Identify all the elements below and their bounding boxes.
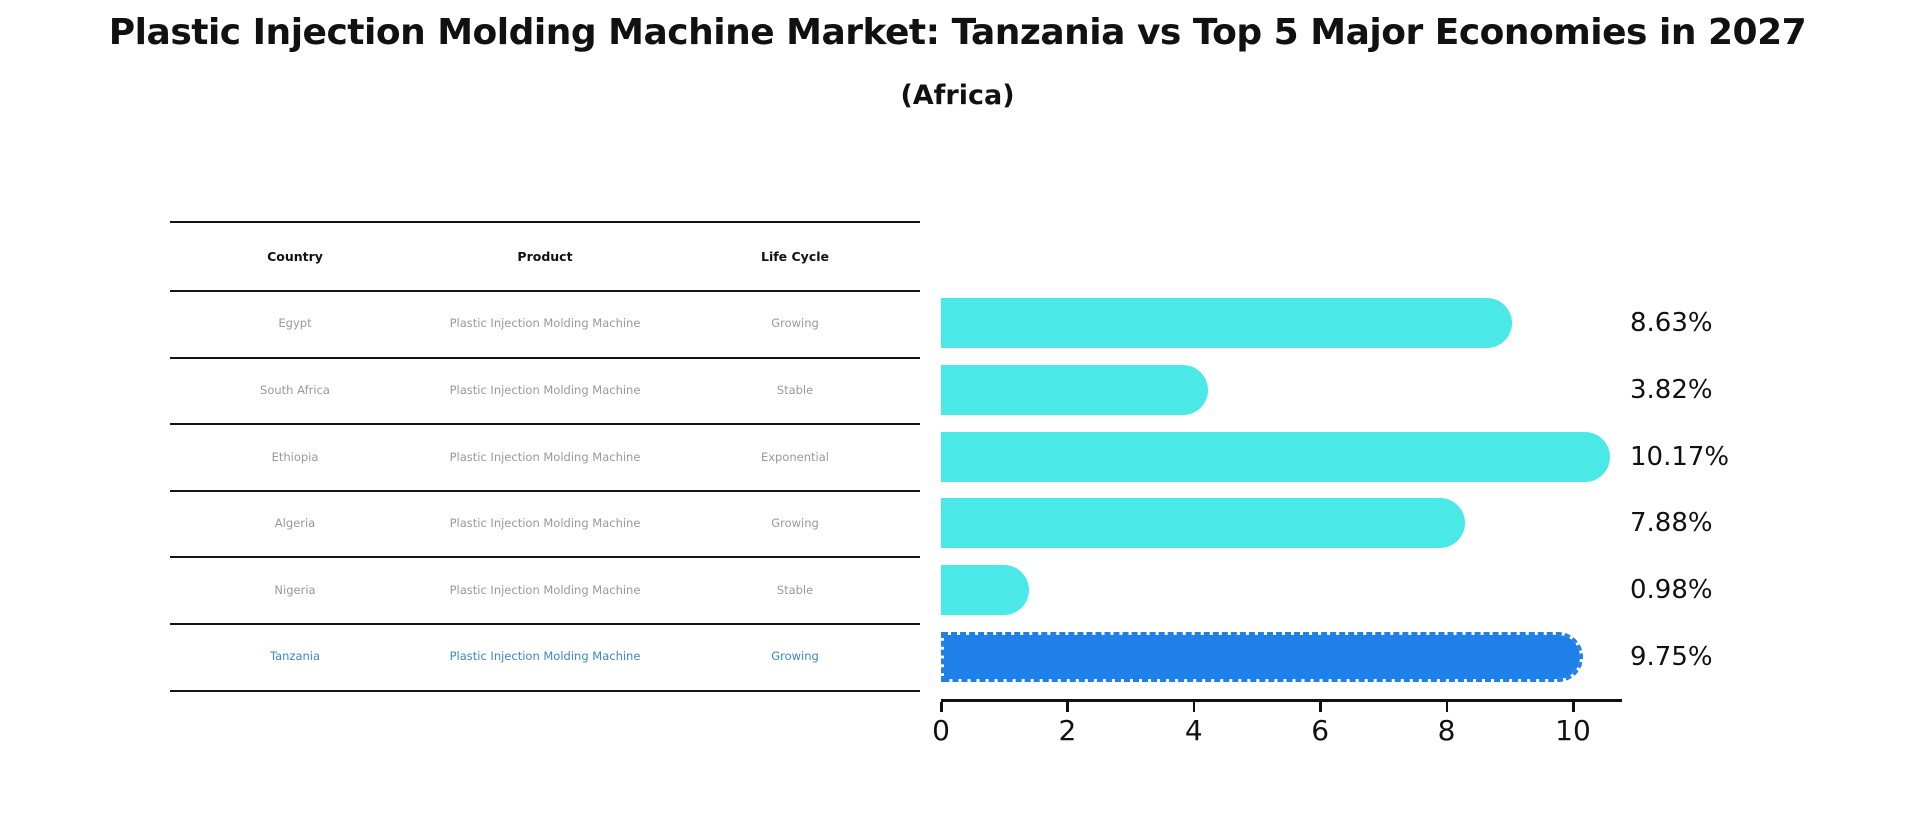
chart-subtitle: (Africa) [900, 80, 1015, 111]
x-axis-tick-label: 8 [1437, 714, 1456, 747]
cell-product: Plastic Injection Molding Machine [449, 649, 641, 664]
cell-life-cycle: Growing [771, 316, 819, 331]
table-row-egypt: Egypt Plastic Injection Molding Machine Gr… [170, 290, 920, 357]
x-axis-tick-label: 0 [932, 714, 950, 747]
cell-country: Egypt [278, 316, 312, 331]
cell-product: Plastic Injection Molding Machine [449, 449, 641, 464]
cell-product: Plastic Injection Molding Machine [449, 582, 641, 597]
x-axis-tick-label: 10 [1555, 714, 1591, 747]
bar-value-label-ethiopia: 10.17% [1630, 441, 1730, 472]
table-row-south-africa: South Africa Plastic Injection Molding Ma… [170, 356, 920, 424]
cell-life-cycle: Stable [776, 582, 814, 597]
table-body: Egypt Plastic Injection Molding Machine Gr… [170, 290, 920, 690]
bar-value-label-tanzania: 9.75% [1630, 641, 1713, 672]
bar-value-label-algeria: 7.88% [1630, 508, 1713, 539]
x-axis-tick-label: 6 [1311, 714, 1330, 747]
table-header-country: Country [267, 249, 323, 264]
bar-ethiopia [941, 431, 1610, 482]
x-axis-tick-label: 4 [1184, 714, 1203, 747]
table-row-nigeria: Nigeria Plastic Injection Molding Machine… [170, 556, 920, 623]
x-axis [941, 699, 1622, 702]
x-axis-tick [1319, 702, 1322, 712]
table-row-algeria: Algeria Plastic Injection Molding Machine… [170, 489, 920, 557]
bar-tanzania [941, 631, 1584, 682]
cell-product: Plastic Injection Molding Machine [449, 316, 641, 331]
cell-country: South Africa [260, 382, 330, 397]
bar-nigeria [941, 565, 1029, 615]
x-axis-tick [1445, 702, 1449, 712]
cell-life-cycle: Growing [771, 516, 819, 531]
table-header-row: Country Product Life Cycle [170, 221, 920, 290]
bar-value-label-egypt: 8.63% [1630, 308, 1713, 339]
cell-life-cycle: Growing [771, 649, 819, 664]
bar-south-africa [941, 365, 1209, 415]
cell-product: Plastic Injection Molding Machine [449, 516, 641, 531]
cell-life-cycle: Exponential [760, 449, 829, 464]
table-header-life-cycle: Life Cycle [760, 249, 829, 264]
bars-layer [941, 290, 1641, 690]
cell-country: Tanzania [269, 649, 321, 664]
cell-life-cycle: Stable [776, 382, 814, 397]
table-row-tanzania: Tanzania Plastic Injection Molding Machin… [170, 622, 920, 690]
x-axis-tick-label: 2 [1058, 714, 1077, 747]
cell-country: Algeria [274, 516, 316, 531]
comparison-table: Country Product Life Cycle Egypt Plastic … [170, 221, 920, 692]
cell-country: Nigeria [274, 582, 316, 597]
bar-egypt [941, 298, 1513, 349]
bar-algeria [941, 498, 1466, 549]
x-axis-tick [1192, 702, 1196, 712]
bar-value-label-south-africa: 3.82% [1630, 375, 1713, 405]
chart-title: Plastic Injection Molding Machine Market… [108, 12, 1807, 53]
cell-product: Plastic Injection Molding Machine [449, 382, 641, 397]
table-row-ethiopia: Ethiopia Plastic Injection Molding Machin… [170, 423, 920, 490]
bar-value-label-nigeria: 0.98% [1630, 575, 1713, 605]
x-axis-tick [1572, 702, 1575, 712]
value-labels-layer: 8.63% 3.82% 10.17% 7.88% 0.98% 9.75% [1630, 290, 1900, 690]
x-axis-tick [1066, 702, 1069, 712]
x-axis-tick [940, 702, 943, 712]
cell-country: Ethiopia [271, 449, 319, 464]
table-header-product: Product [517, 249, 573, 264]
x-ticks-layer: 0 2 4 6 8 10 [932, 702, 1641, 762]
